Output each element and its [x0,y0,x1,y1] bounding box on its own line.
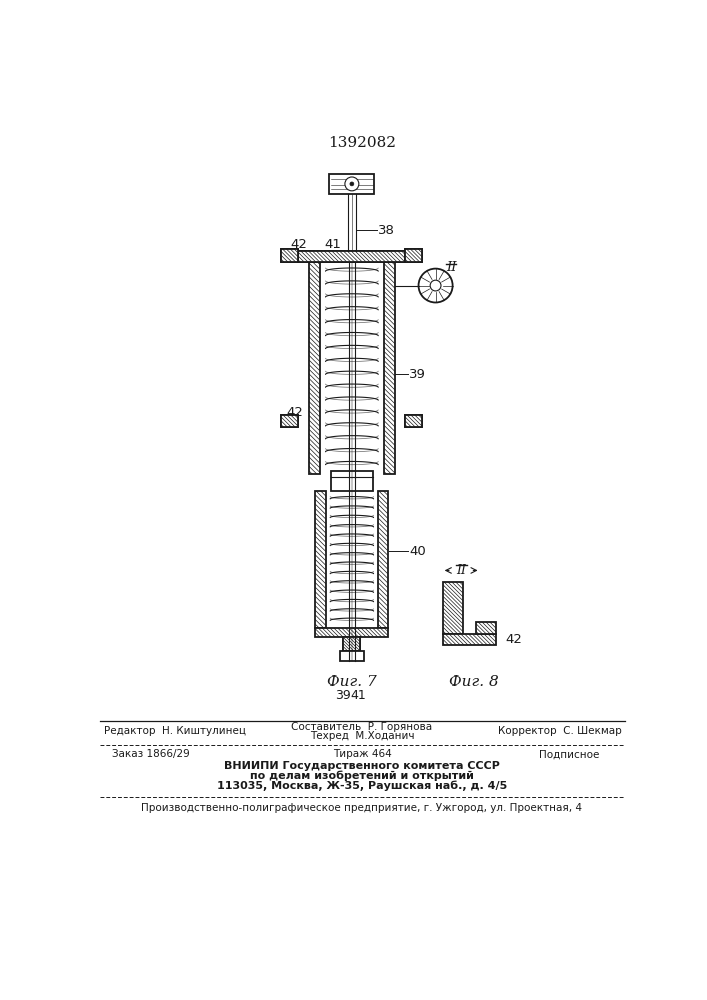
Bar [315,628,388,637]
Text: 42: 42 [286,406,303,419]
Bar [329,174,374,194]
Bar [344,637,361,651]
Text: Составитель  Р. Горянова: Составитель Р. Горянова [291,722,433,732]
Bar [443,634,496,645]
Circle shape [345,177,359,191]
Bar [298,251,405,262]
Bar [281,415,298,427]
Text: Фиг. 7: Фиг. 7 [327,675,377,689]
Text: Производственно-полиграфическое предприятие, г. Ужгород, ул. Проектная, 4: Производственно-полиграфическое предприя… [141,803,583,813]
Text: 39: 39 [409,368,426,381]
Bar [340,651,363,661]
Bar [309,262,320,474]
Text: по делам изобретений и открытий: по делам изобретений и открытий [250,771,474,781]
Bar [476,622,496,634]
Text: 42: 42 [291,238,308,251]
Text: 39: 39 [334,689,351,702]
Bar [443,582,464,634]
Text: II: II [456,564,466,577]
Text: 42: 42 [506,633,522,646]
Bar [405,415,422,427]
Bar [331,471,373,491]
Text: II: II [446,261,456,274]
Text: Подписное: Подписное [539,749,599,759]
Text: Фиг. 8: Фиг. 8 [450,675,499,689]
Bar [344,637,361,651]
Text: Тираж 464: Тираж 464 [332,749,392,759]
Bar [281,415,298,427]
Bar [281,249,298,262]
Circle shape [350,182,354,186]
Bar [384,262,395,474]
Bar [378,491,388,628]
Circle shape [419,269,452,302]
Text: Редактор  Н. Киштулинец: Редактор Н. Киштулинец [104,726,246,736]
Bar [298,251,405,262]
Text: Техред  М.Ходанич: Техред М.Ходанич [310,731,414,741]
Text: 38: 38 [378,224,395,237]
Text: 41: 41 [325,238,341,251]
Bar [405,415,422,427]
Text: Корректор  С. Шекмар: Корректор С. Шекмар [498,726,621,736]
Text: 40: 40 [409,545,426,558]
Text: 1392082: 1392082 [328,136,396,150]
Bar [315,491,325,628]
Bar [405,249,422,262]
Text: 113035, Москва, Ж-35, Раушская наб., д. 4/5: 113035, Москва, Ж-35, Раушская наб., д. … [217,781,507,791]
Text: ВНИИПИ Государственного комитета СССР: ВНИИПИ Государственного комитета СССР [224,761,500,771]
Circle shape [430,280,441,291]
Bar [405,249,422,262]
Text: Заказ 1866/29: Заказ 1866/29 [112,749,189,759]
Bar [281,249,298,262]
Text: 41: 41 [350,689,366,702]
